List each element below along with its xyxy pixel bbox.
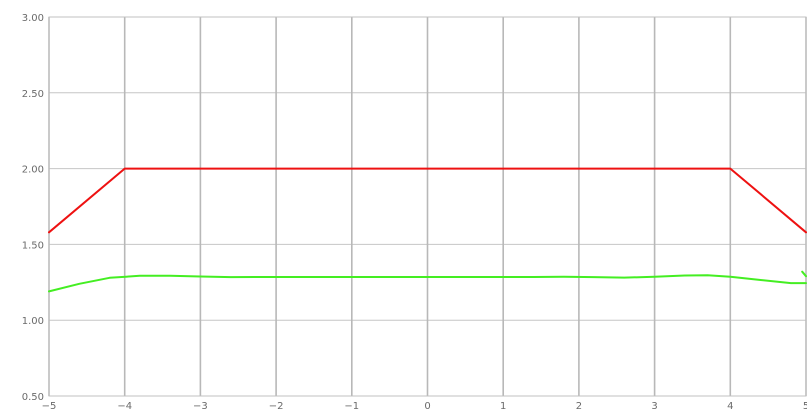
series-line-1: [48, 274, 807, 293]
x-tick-label: 2: [576, 401, 582, 412]
y-tick-label: 3.00: [22, 13, 44, 24]
plot-frame: [48, 16, 807, 397]
series-line-0: [48, 167, 807, 234]
y-tick-label: 2.50: [22, 89, 44, 100]
series-line-2: [801, 270, 807, 278]
y-tick-label: 2.00: [22, 165, 44, 176]
x-tick-label: 0: [424, 401, 430, 412]
y-tick-label: 0.50: [22, 392, 44, 403]
grid: [48, 16, 807, 397]
y-tick-label: 1.50: [22, 240, 44, 251]
series-layer: [48, 167, 807, 293]
x-tick-label: −2: [269, 401, 284, 412]
x-tick-label: 1: [500, 401, 506, 412]
x-tick-label: −5: [42, 401, 57, 412]
x-axis-tick-labels: −5 −4 −3 −2 −1 0 1 2 3 4 5: [42, 401, 807, 412]
x-tick-label: 5: [803, 401, 807, 412]
y-tick-label: 1.00: [22, 316, 44, 327]
y-axis-tick-labels: 0.50 1.00 1.50 2.00 2.50 3.00: [22, 13, 44, 403]
x-tick-label: −4: [117, 401, 132, 412]
x-tick-label: −3: [193, 401, 208, 412]
x-tick-label: 4: [727, 401, 733, 412]
x-tick-label: −1: [344, 401, 359, 412]
x-tick-label: 3: [651, 401, 657, 412]
